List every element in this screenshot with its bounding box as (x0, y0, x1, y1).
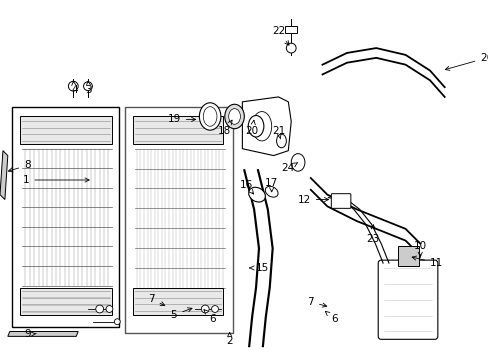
Text: 2: 2 (226, 332, 232, 346)
Bar (20, 288, 112, 315)
Circle shape (286, 43, 296, 53)
Polygon shape (8, 332, 78, 336)
Text: 32: 32 (0, 359, 1, 360)
Ellipse shape (252, 112, 271, 141)
Text: 29: 29 (0, 359, 1, 360)
Text: 3: 3 (85, 81, 92, 95)
Text: 31: 31 (0, 359, 1, 360)
Ellipse shape (291, 154, 305, 171)
Circle shape (96, 305, 103, 313)
Polygon shape (0, 151, 8, 199)
Circle shape (83, 82, 92, 91)
Text: 7: 7 (307, 297, 326, 307)
Text: 19: 19 (167, 114, 195, 125)
Text: 22: 22 (271, 26, 288, 45)
Bar (20, 292, 112, 314)
Bar (125, 107, 232, 333)
Text: 21: 21 (271, 126, 285, 139)
Text: 26: 26 (445, 53, 488, 71)
Text: 11: 11 (411, 256, 443, 268)
Circle shape (114, 319, 120, 325)
Bar (133, 292, 223, 314)
Text: 6: 6 (203, 310, 216, 324)
Bar (133, 288, 223, 315)
Ellipse shape (199, 103, 221, 130)
Text: 13: 13 (0, 359, 1, 360)
Polygon shape (242, 97, 291, 156)
Text: 30: 30 (0, 359, 1, 360)
Circle shape (106, 306, 113, 312)
Text: 25: 25 (0, 359, 1, 360)
Ellipse shape (224, 104, 244, 129)
Text: 24: 24 (281, 163, 297, 173)
Text: 5: 5 (170, 308, 192, 320)
Ellipse shape (248, 116, 264, 137)
Text: 12: 12 (297, 194, 328, 204)
FancyBboxPatch shape (377, 260, 437, 339)
Bar (20, 117, 112, 144)
Text: 10: 10 (413, 242, 426, 257)
Ellipse shape (276, 134, 286, 148)
Circle shape (201, 305, 209, 313)
Text: 27: 27 (0, 359, 1, 360)
Bar (133, 117, 223, 144)
Text: 28: 28 (0, 359, 1, 360)
Text: 8: 8 (8, 160, 31, 172)
Circle shape (211, 306, 218, 312)
Text: 18: 18 (218, 120, 232, 136)
Bar (12, 107, 119, 327)
FancyBboxPatch shape (331, 194, 350, 208)
Text: 6: 6 (325, 311, 337, 324)
Ellipse shape (228, 109, 240, 124)
Text: 20: 20 (245, 120, 258, 136)
Ellipse shape (264, 186, 278, 197)
Circle shape (68, 81, 78, 91)
Ellipse shape (203, 107, 217, 126)
Text: 4: 4 (71, 81, 78, 95)
Text: 14: 14 (0, 359, 1, 360)
Text: 23: 23 (366, 225, 379, 244)
Bar (285, 26, 297, 33)
Text: 9: 9 (24, 329, 36, 339)
Ellipse shape (248, 187, 265, 202)
Text: 15: 15 (249, 263, 268, 273)
Text: 17: 17 (264, 178, 278, 192)
Text: 1: 1 (22, 175, 89, 185)
Text: 16: 16 (239, 180, 253, 194)
Bar (397, 247, 418, 266)
Text: 7: 7 (148, 294, 164, 306)
